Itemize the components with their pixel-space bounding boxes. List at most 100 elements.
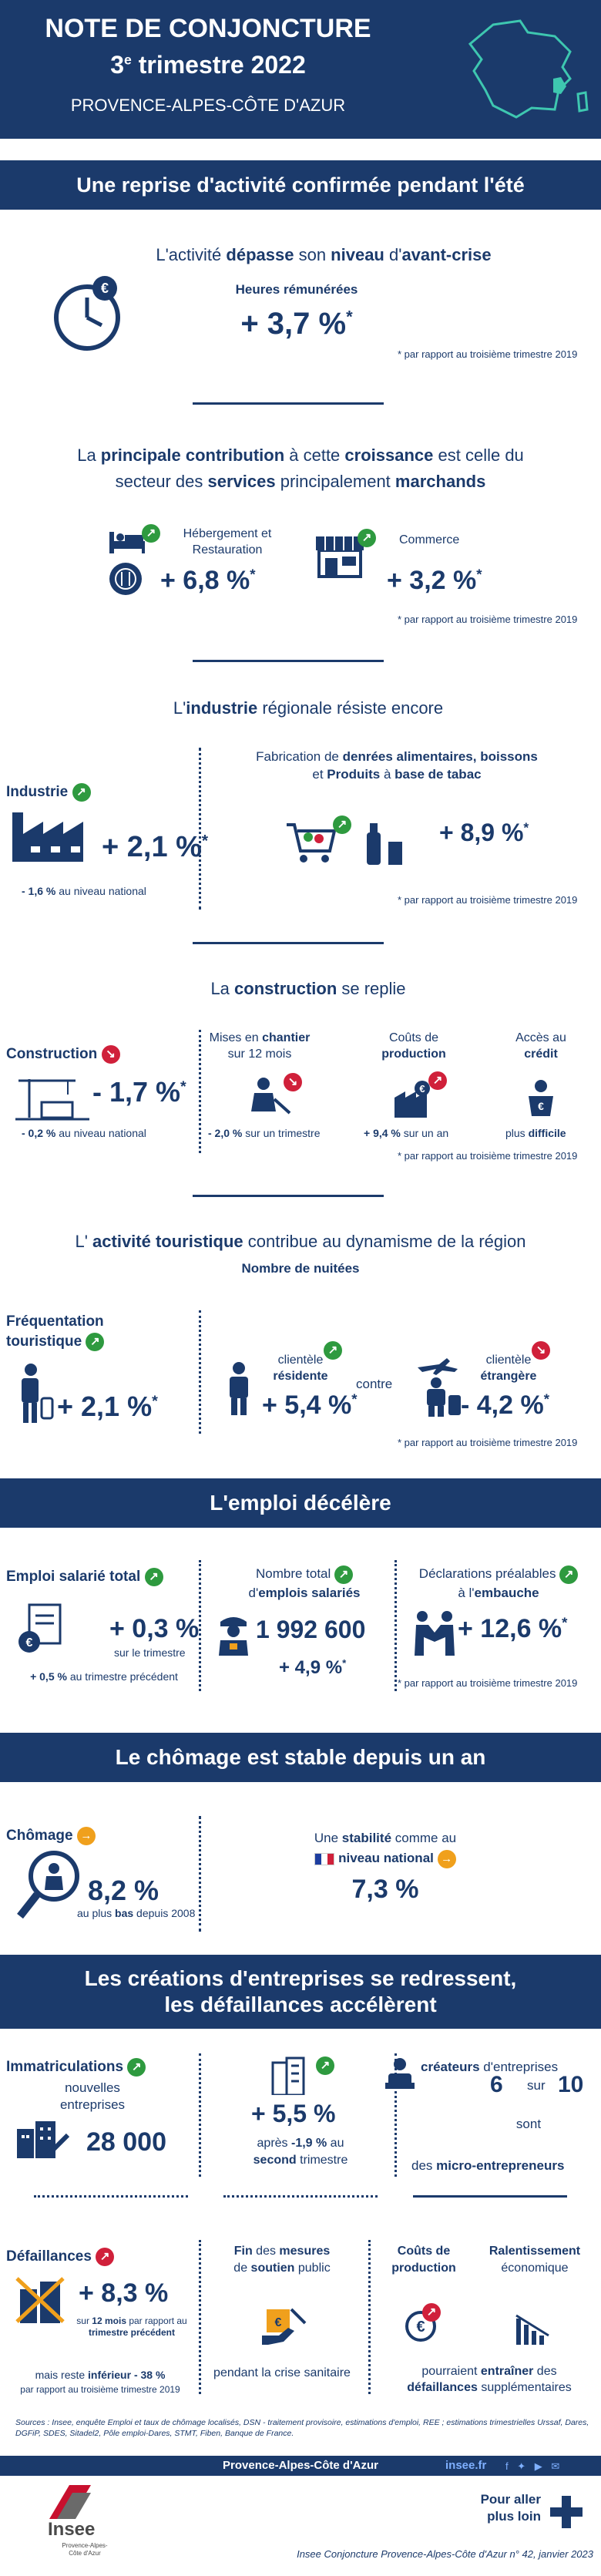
trend-up-red-icon: ↗	[422, 2303, 441, 2322]
trend-up-red-icon: ↗	[428, 1071, 447, 1090]
construction-value: - 1,7 %*	[92, 1076, 186, 1108]
trend-up-icon: ↗	[334, 1565, 354, 1584]
crane-icon	[15, 1079, 89, 1121]
dotted-divider	[199, 1816, 201, 1932]
france-map-icon	[468, 19, 589, 119]
dotted-divider	[199, 1310, 201, 1434]
contre-label: contre	[356, 1377, 393, 1391]
person-euro-icon: €	[529, 1080, 553, 1116]
footnote-4: * par rapport au troisième trimestre 201…	[398, 1150, 578, 1162]
svg-text:€: €	[538, 1100, 544, 1112]
emploi-value: + 0,3 %	[109, 1614, 200, 1643]
tourism-lead: L' activité touristique contribue au dyn…	[75, 1232, 526, 1251]
dotted-divider	[395, 1560, 397, 1691]
fork-plate-icon	[109, 563, 142, 595]
trend-up-icon: ↗	[142, 524, 160, 543]
divider-5	[413, 2195, 567, 2198]
footnote-6: * par rapport au troisième trimestre 201…	[398, 1677, 578, 1689]
industrie-national: - 1,6 % au niveau national	[22, 885, 146, 897]
insee-link[interactable]: insee.fr	[445, 2459, 487, 2472]
employees-icon: €	[18, 1603, 62, 1653]
trend-up-icon: ↗	[144, 1568, 163, 1586]
trend-stable-icon: →	[437, 1849, 456, 1868]
dotted-divider	[199, 748, 201, 910]
hours-value: + 3,7 %*	[240, 307, 353, 341]
resid-label: clientèle résidente	[273, 1354, 328, 1383]
stab-value: 7,3 %	[351, 1875, 419, 1904]
trend-up-icon: ↗	[127, 2058, 146, 2077]
total-label: Nombre total ↗ d'emplois salariés	[248, 1565, 361, 1600]
footer-region: Provence-Alpes-Côte d'Azur	[223, 2459, 378, 2472]
couts-value: + 9,4 % sur un an	[364, 1127, 449, 1139]
region-title: PROVENCE-ALPES-CÔTE D'AZUR	[70, 96, 346, 115]
header: NOTE DE CONJONCTURE 3e trimestre 2022 PR…	[0, 0, 601, 139]
banner-entreprises: Les créations d'entreprises se redressen…	[0, 1955, 601, 2029]
sources-note: Sources : Insee, enquête Emploi et taux …	[15, 2418, 589, 2438]
divider-2	[193, 660, 384, 662]
commerce-value: + 3,2 %*	[387, 566, 482, 595]
trend-down-icon: ↘	[101, 1045, 120, 1064]
decl-label: Déclarations préalables ↗ à l'embauche	[402, 1565, 595, 1602]
crea-6: 6	[490, 2072, 503, 2097]
euro-coin-icon: €	[405, 2311, 436, 2342]
svg-text:€: €	[275, 2316, 282, 2329]
page-title: NOTE DE CONJONCTURE	[45, 14, 371, 43]
flag-france-icon	[314, 1852, 335, 1865]
bed-icon	[109, 532, 145, 553]
footnote-5: * par rapport au troisième trimestre 201…	[398, 1437, 578, 1448]
industrie-value: + 2,1 %*	[102, 831, 209, 863]
total-value: 1 992 600	[256, 1616, 366, 1643]
construction-label: Construction ↘	[6, 1045, 120, 1064]
traveler-plane-icon	[418, 1358, 461, 1417]
hebergement-label: Hébergement et Restauration	[183, 527, 272, 557]
divider-4	[193, 1195, 384, 1197]
buildings-icon	[17, 2121, 69, 2158]
trend-stable-icon: →	[76, 1827, 96, 1845]
pour-aller[interactable]: Pour aller plus loin	[480, 2492, 541, 2524]
dotted-divider	[199, 2053, 201, 2177]
banner-emploi: L'emploi décélère	[0, 1478, 601, 1528]
divider-3	[193, 942, 384, 944]
dotted-divider	[223, 2195, 378, 2198]
def-inf: mais reste inférieur - 38 % par rapport …	[20, 2369, 180, 2395]
magnifier-person-icon	[17, 1851, 79, 1919]
def-sub: sur 12 mois par rapport au trimestre pré…	[76, 2315, 187, 2338]
plus-icon[interactable]	[550, 2496, 583, 2528]
chomage-label: Chômage →	[6, 1827, 96, 1845]
pour-label: pourraient entraîner des défaillances su…	[407, 2365, 572, 2394]
immat-value: 28 000	[86, 2127, 166, 2157]
broken-building-icon	[15, 2277, 65, 2323]
total-change: + 4,9 %*	[279, 1657, 347, 1678]
footnote-1: * par rapport au troisième trimestre 201…	[398, 348, 578, 360]
insee-logo-icon	[49, 2485, 91, 2519]
quarter-title: 3e trimestre 2022	[110, 51, 306, 79]
social-icons[interactable]: f ✦ ▶ ✉	[505, 2460, 563, 2472]
crea-sont: sont	[515, 2117, 542, 2131]
hebergement-value: + 6,8 %*	[160, 566, 256, 595]
ralent-label: Ralentissement économique	[489, 2245, 581, 2275]
dotted-divider	[395, 2053, 397, 2177]
decl-value: + 12,6 %*	[458, 1614, 568, 1643]
dotted-divider	[199, 2240, 201, 2394]
trend-up-icon: ↗	[358, 529, 376, 547]
trend-down-icon: ↘	[532, 1341, 550, 1360]
svg-text:€: €	[416, 2319, 425, 2336]
shop-icon	[316, 536, 364, 578]
nuitees-label: Nombre de nuitées	[241, 1261, 360, 1276]
dotted-divider	[368, 2240, 371, 2394]
worker-icon	[251, 1078, 291, 1115]
crea-sur: sur	[527, 2078, 546, 2093]
couts-label: Coûts de production	[381, 1031, 446, 1061]
etr-label: clientèle étrangère	[480, 1354, 537, 1383]
factory-icon	[12, 812, 83, 862]
acces-label: Accès au crédit	[515, 1031, 566, 1061]
fab-label: Fabrication de denrées alimentaires, boi…	[256, 749, 538, 782]
dotted-divider	[199, 1560, 201, 1691]
trend-up-icon: ↗	[324, 1341, 342, 1360]
shopping-cart-icon	[287, 823, 337, 863]
resid-value: + 5,4 %*	[262, 1391, 358, 1420]
chomage-value: 8,2 %	[88, 1875, 159, 1906]
svg-text:€: €	[101, 281, 109, 296]
immat-sub: nouvelles entreprises	[59, 2080, 126, 2112]
industry-lead: L'industrie régionale résiste encore	[173, 698, 444, 718]
